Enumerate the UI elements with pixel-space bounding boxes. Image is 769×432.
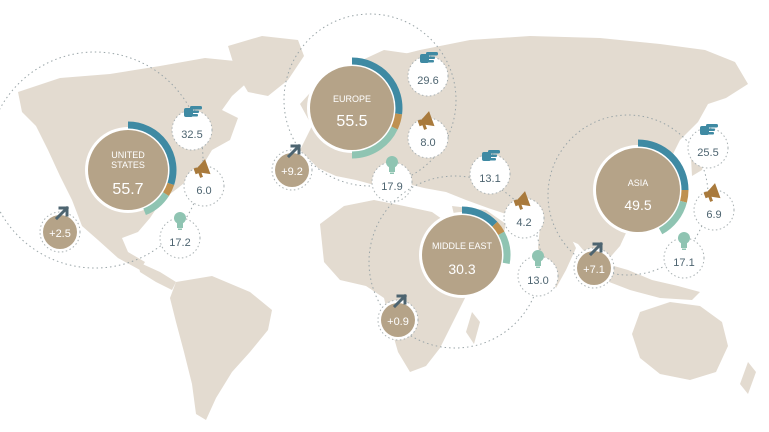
metric-badge: 25.5 [687, 124, 729, 169]
growth-value: +2.5 [49, 228, 71, 240]
region-value: 49.5 [624, 197, 651, 213]
metric-badge: 17.2 [159, 212, 201, 259]
metric-value: 4.2 [516, 217, 531, 229]
region-name-line: ASIA [628, 178, 649, 188]
land-madagascar [466, 312, 480, 344]
metric-value: 6.0 [196, 185, 211, 197]
growth-badge: +0.9 [377, 293, 419, 341]
region-name-line: EUROPE [333, 94, 371, 104]
growth-value: +0.9 [387, 316, 409, 328]
region-range-circle [283, 13, 457, 187]
region-bubble [596, 148, 680, 232]
trend-up-arrow-icon [286, 143, 302, 159]
region-eu: EUROPE 55.5 29.6 8.0 17.9 +9.2 [271, 13, 457, 203]
metric-badge: 6.9 [693, 183, 735, 231]
land-new-zealand [740, 362, 756, 394]
trend-up-arrow-icon [588, 241, 604, 257]
ring-segment-orange [162, 182, 175, 196]
land-south-america [170, 276, 272, 420]
metric-value: 13.1 [479, 173, 500, 185]
ring-segment-blue [127, 121, 177, 185]
lightbulb-icon [174, 212, 186, 230]
metric-badge: 17.9 [371, 156, 413, 203]
region-range-circle [0, 51, 204, 269]
metric-badge: 32.5 [171, 106, 213, 151]
lightbulb-icon [532, 250, 544, 268]
land-australia [632, 302, 728, 380]
growth-badge: +9.2 [271, 143, 313, 191]
region-name-line: STATES [111, 160, 145, 170]
metric-value: 29.6 [417, 75, 438, 87]
growth-value: +9.2 [281, 166, 303, 178]
metric-value: 8.0 [420, 137, 435, 149]
growth-badge: +7.1 [573, 241, 615, 289]
ring-segment-green [351, 126, 398, 159]
megaphone-icon [417, 111, 435, 130]
region-bubble [88, 130, 168, 210]
hand-point-icon [420, 52, 438, 63]
metric-badge: 29.6 [407, 52, 449, 97]
metric-badge: 13.1 [469, 150, 511, 195]
metric-badge: 6.0 [183, 159, 225, 207]
growth-value: +7.1 [583, 264, 605, 276]
lightbulb-icon [678, 232, 690, 250]
metric-value: 6.9 [706, 209, 721, 221]
region-bubble [310, 66, 394, 150]
metric-badge: 4.2 [503, 191, 545, 239]
megaphone-icon [703, 183, 721, 202]
region-name-line: UNITED [111, 150, 145, 160]
region-me: MIDDLE EAST 30.3 13.1 4.2 13.0 +0.9 [368, 150, 559, 349]
land-greenland [228, 36, 304, 96]
region-value: 55.7 [112, 181, 143, 198]
trend-up-arrow-icon [392, 293, 408, 309]
metric-badge: 8.0 [407, 111, 449, 159]
metric-value: 17.9 [381, 181, 402, 193]
region-name-line: MIDDLE EAST [432, 241, 493, 251]
region-value: 55.5 [336, 113, 367, 130]
hand-point-icon [482, 150, 500, 161]
metric-value: 32.5 [181, 129, 202, 141]
ring-segment-blue [351, 57, 403, 115]
land-se-asia [600, 262, 700, 300]
region-bubble [422, 215, 502, 295]
hand-point-icon [184, 106, 202, 117]
ring-segment-orange [391, 113, 403, 130]
metric-badge: 17.1 [663, 232, 705, 279]
region-value: 30.3 [448, 261, 475, 277]
megaphone-icon [513, 191, 531, 210]
metric-value: 17.2 [169, 237, 190, 249]
growth-badge: +2.5 [39, 205, 81, 253]
metric-value: 25.5 [697, 147, 718, 159]
lightbulb-icon [386, 156, 398, 174]
metric-value: 17.1 [673, 257, 694, 269]
metric-value: 13.0 [527, 275, 548, 287]
megaphone-icon [193, 159, 211, 178]
land-central-america [138, 262, 176, 290]
ring-segment-green [658, 200, 687, 235]
metric-badge: 13.0 [517, 250, 559, 297]
ring-segment-green [143, 192, 169, 216]
ring-segment-orange [680, 189, 689, 203]
ring-segment-blue [461, 206, 498, 227]
ring-segment-blue [637, 139, 689, 191]
ring-segment-orange [492, 221, 505, 236]
trend-up-arrow-icon [54, 205, 70, 221]
hand-point-icon [700, 124, 718, 135]
region-as: ASIA 49.5 25.5 6.9 17.1 +7.1 [547, 114, 735, 289]
ring-segment-green [498, 231, 511, 265]
